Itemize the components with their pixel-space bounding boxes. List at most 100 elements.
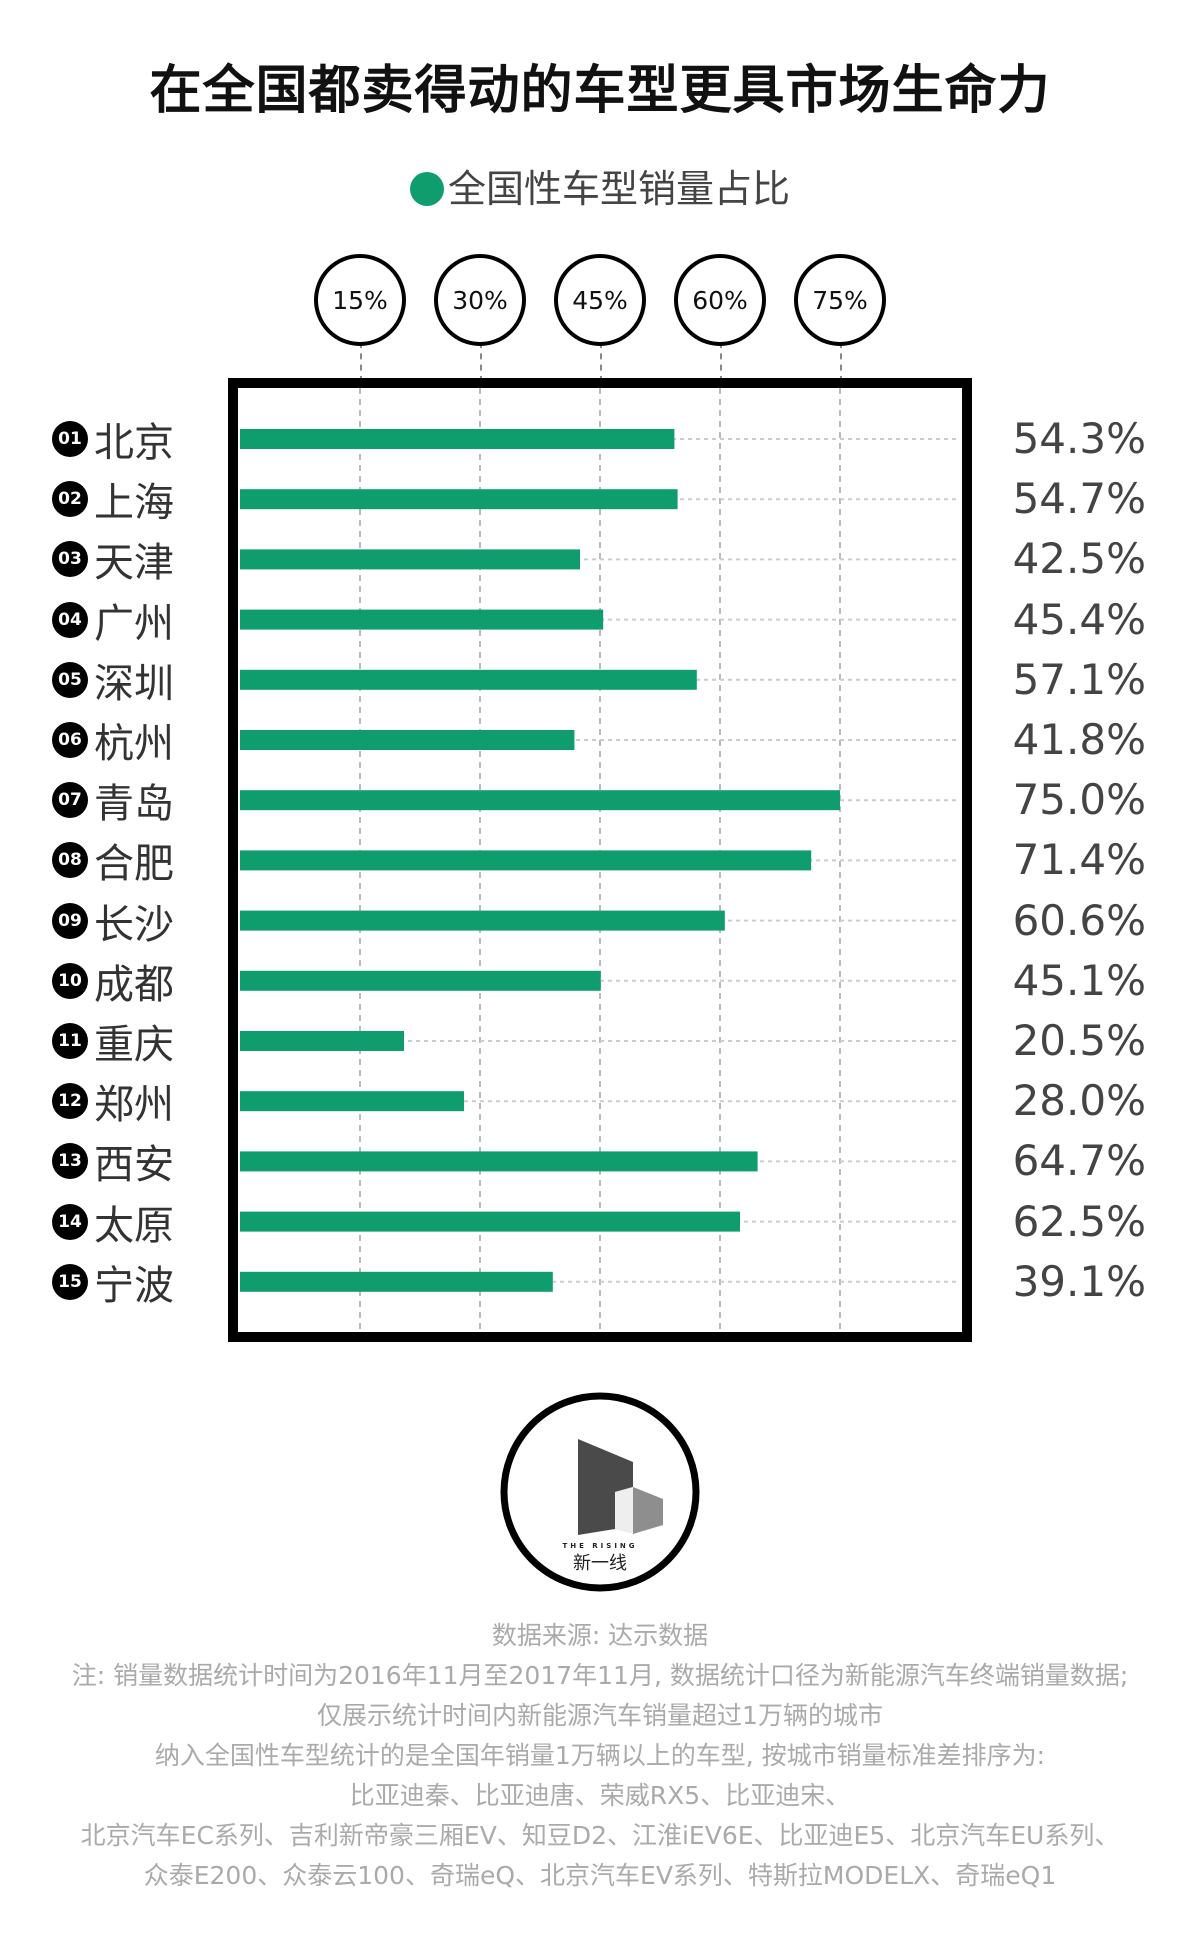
value-label: 71.4% — [1012, 835, 1146, 885]
tick-label: 45% — [554, 254, 646, 346]
value-label: 54.7% — [1012, 474, 1146, 524]
rank-badge: 01 — [52, 421, 88, 457]
rank-badge: 15 — [52, 1263, 88, 1300]
bar — [240, 429, 675, 449]
value-label: 75.0% — [1012, 775, 1146, 825]
plot-area — [240, 388, 960, 1332]
bar — [240, 489, 678, 510]
tick-connector — [720, 342, 722, 382]
value-label: 64.7% — [1012, 1136, 1146, 1186]
category-label: 12 郑州 — [52, 1076, 174, 1128]
tick-connector — [840, 342, 842, 382]
logo-circle — [500, 1392, 700, 1592]
rank-badge: 05 — [52, 661, 88, 698]
value-label: 60.6% — [1012, 895, 1146, 945]
value-label: 42.5% — [1012, 534, 1146, 584]
logo-light-shape — [615, 1487, 633, 1534]
value-label: 45.4% — [1012, 594, 1146, 644]
tick-connector — [480, 342, 482, 382]
category-label: 04 广州 — [52, 595, 174, 647]
rank-badge: 09 — [52, 902, 88, 939]
logo-text-cn: 新一线 — [573, 1553, 627, 1574]
city-name: 郑州 — [94, 1082, 174, 1129]
category-label: 07 青岛 — [52, 775, 174, 827]
city-name: 杭州 — [94, 721, 174, 767]
category-label: 10 成都 — [52, 956, 174, 1008]
logo-text-en: THE RISING — [562, 1542, 637, 1550]
category-label: 06 杭州 — [52, 715, 174, 767]
category-label: 08 合肥 — [52, 835, 174, 887]
value-label: 28.0% — [1012, 1076, 1146, 1126]
chart-title: 在全国都卖得动的车型更具市场生命力 — [149, 61, 1051, 121]
tick-label: 60% — [674, 254, 766, 346]
category-label: 14 太原 — [52, 1197, 174, 1249]
city-name: 天津 — [94, 540, 174, 587]
rank-badge: 08 — [52, 842, 88, 879]
tick-connector — [600, 342, 602, 382]
city-name: 宁波 — [94, 1262, 174, 1309]
bar — [240, 850, 812, 871]
rank-badge: 03 — [52, 541, 88, 578]
bar — [240, 1271, 553, 1292]
rank-badge: 10 — [52, 962, 88, 999]
logo-dark-shape — [578, 1439, 633, 1535]
footnote-line: 众泰E200、众泰云100、奇瑞eQ、北京汽车EV系列、特斯拉MODELX、奇瑞… — [143, 1861, 1057, 1890]
bar — [240, 549, 580, 570]
value-label: 39.1% — [1012, 1256, 1146, 1306]
city-name: 北京 — [94, 420, 174, 466]
rank-badge: 12 — [52, 1083, 88, 1120]
category-label: 13 西安 — [52, 1136, 174, 1188]
value-label: 20.5% — [1012, 1016, 1146, 1065]
tick-label: 30% — [434, 254, 526, 346]
rank-badge: 06 — [52, 722, 88, 758]
city-name: 重庆 — [94, 1022, 174, 1068]
category-label: 03 天津 — [52, 534, 174, 586]
bar — [240, 1091, 464, 1112]
footnote-line: 仅展示统计时间内新能源汽车销量超过1万辆的城市 — [317, 1701, 883, 1730]
value-label: 45.1% — [1012, 955, 1146, 1005]
city-name: 长沙 — [94, 901, 174, 948]
bar — [240, 669, 697, 690]
city-name: 深圳 — [94, 660, 174, 707]
category-label: 15 宁波 — [52, 1257, 174, 1309]
value-label: 62.5% — [1012, 1196, 1146, 1246]
plot-frame — [228, 378, 972, 1342]
category-label: 02 上海 — [52, 474, 174, 526]
footnote-line: 北京汽车EC系列、吉利新帝豪三厢EV、知豆D2、江淮iEV6E、比亚迪E5、北京… — [80, 1821, 1120, 1850]
legend: 全国性车型销量占比 — [0, 158, 1200, 213]
bar — [240, 1031, 404, 1051]
legend-swatch — [409, 172, 444, 206]
tick-label: 75% — [794, 254, 886, 346]
rank-badge: 07 — [52, 782, 88, 819]
bar — [240, 1151, 758, 1172]
value-label: 41.8% — [1012, 715, 1146, 764]
rank-badge: 14 — [52, 1203, 88, 1240]
logo: THE RISING 新一线 — [500, 1392, 700, 1592]
logo-gray-shape — [633, 1487, 663, 1534]
bar — [240, 970, 601, 991]
bar — [240, 1211, 740, 1232]
rank-badge: 04 — [52, 601, 88, 638]
category-label: 05 深圳 — [52, 655, 174, 707]
category-label: 09 长沙 — [52, 896, 174, 948]
city-name: 广州 — [94, 600, 174, 647]
category-label: 11 重庆 — [52, 1016, 174, 1068]
city-name: 西安 — [94, 1142, 174, 1189]
city-name: 成都 — [94, 961, 174, 1008]
tick-connector — [360, 342, 362, 382]
tick-label: 15% — [314, 254, 406, 346]
city-name: 合肥 — [94, 841, 174, 888]
rank-badge: 11 — [52, 1023, 88, 1059]
footnote-line: 比亚迪秦、比亚迪唐、荣威RX5、比亚迪宋、 — [349, 1781, 851, 1810]
bar — [240, 609, 604, 630]
city-name: 上海 — [94, 480, 174, 527]
footnote-line: 注: 销量数据统计时间为2016年11月至2017年11月, 数据统计口径为新能… — [71, 1661, 1129, 1690]
city-name: 太原 — [94, 1202, 174, 1249]
bar — [240, 910, 725, 931]
category-label: 01 北京 — [52, 414, 174, 466]
footnote-line: 纳入全国性车型统计的是全国年销量1万辆以上的车型, 按城市销量标准差排序为: — [154, 1741, 1046, 1770]
city-name: 青岛 — [94, 781, 174, 828]
rank-badge: 02 — [52, 481, 88, 518]
data-source: 数据来源: 达示数据 — [491, 1621, 709, 1650]
bar — [240, 790, 840, 811]
